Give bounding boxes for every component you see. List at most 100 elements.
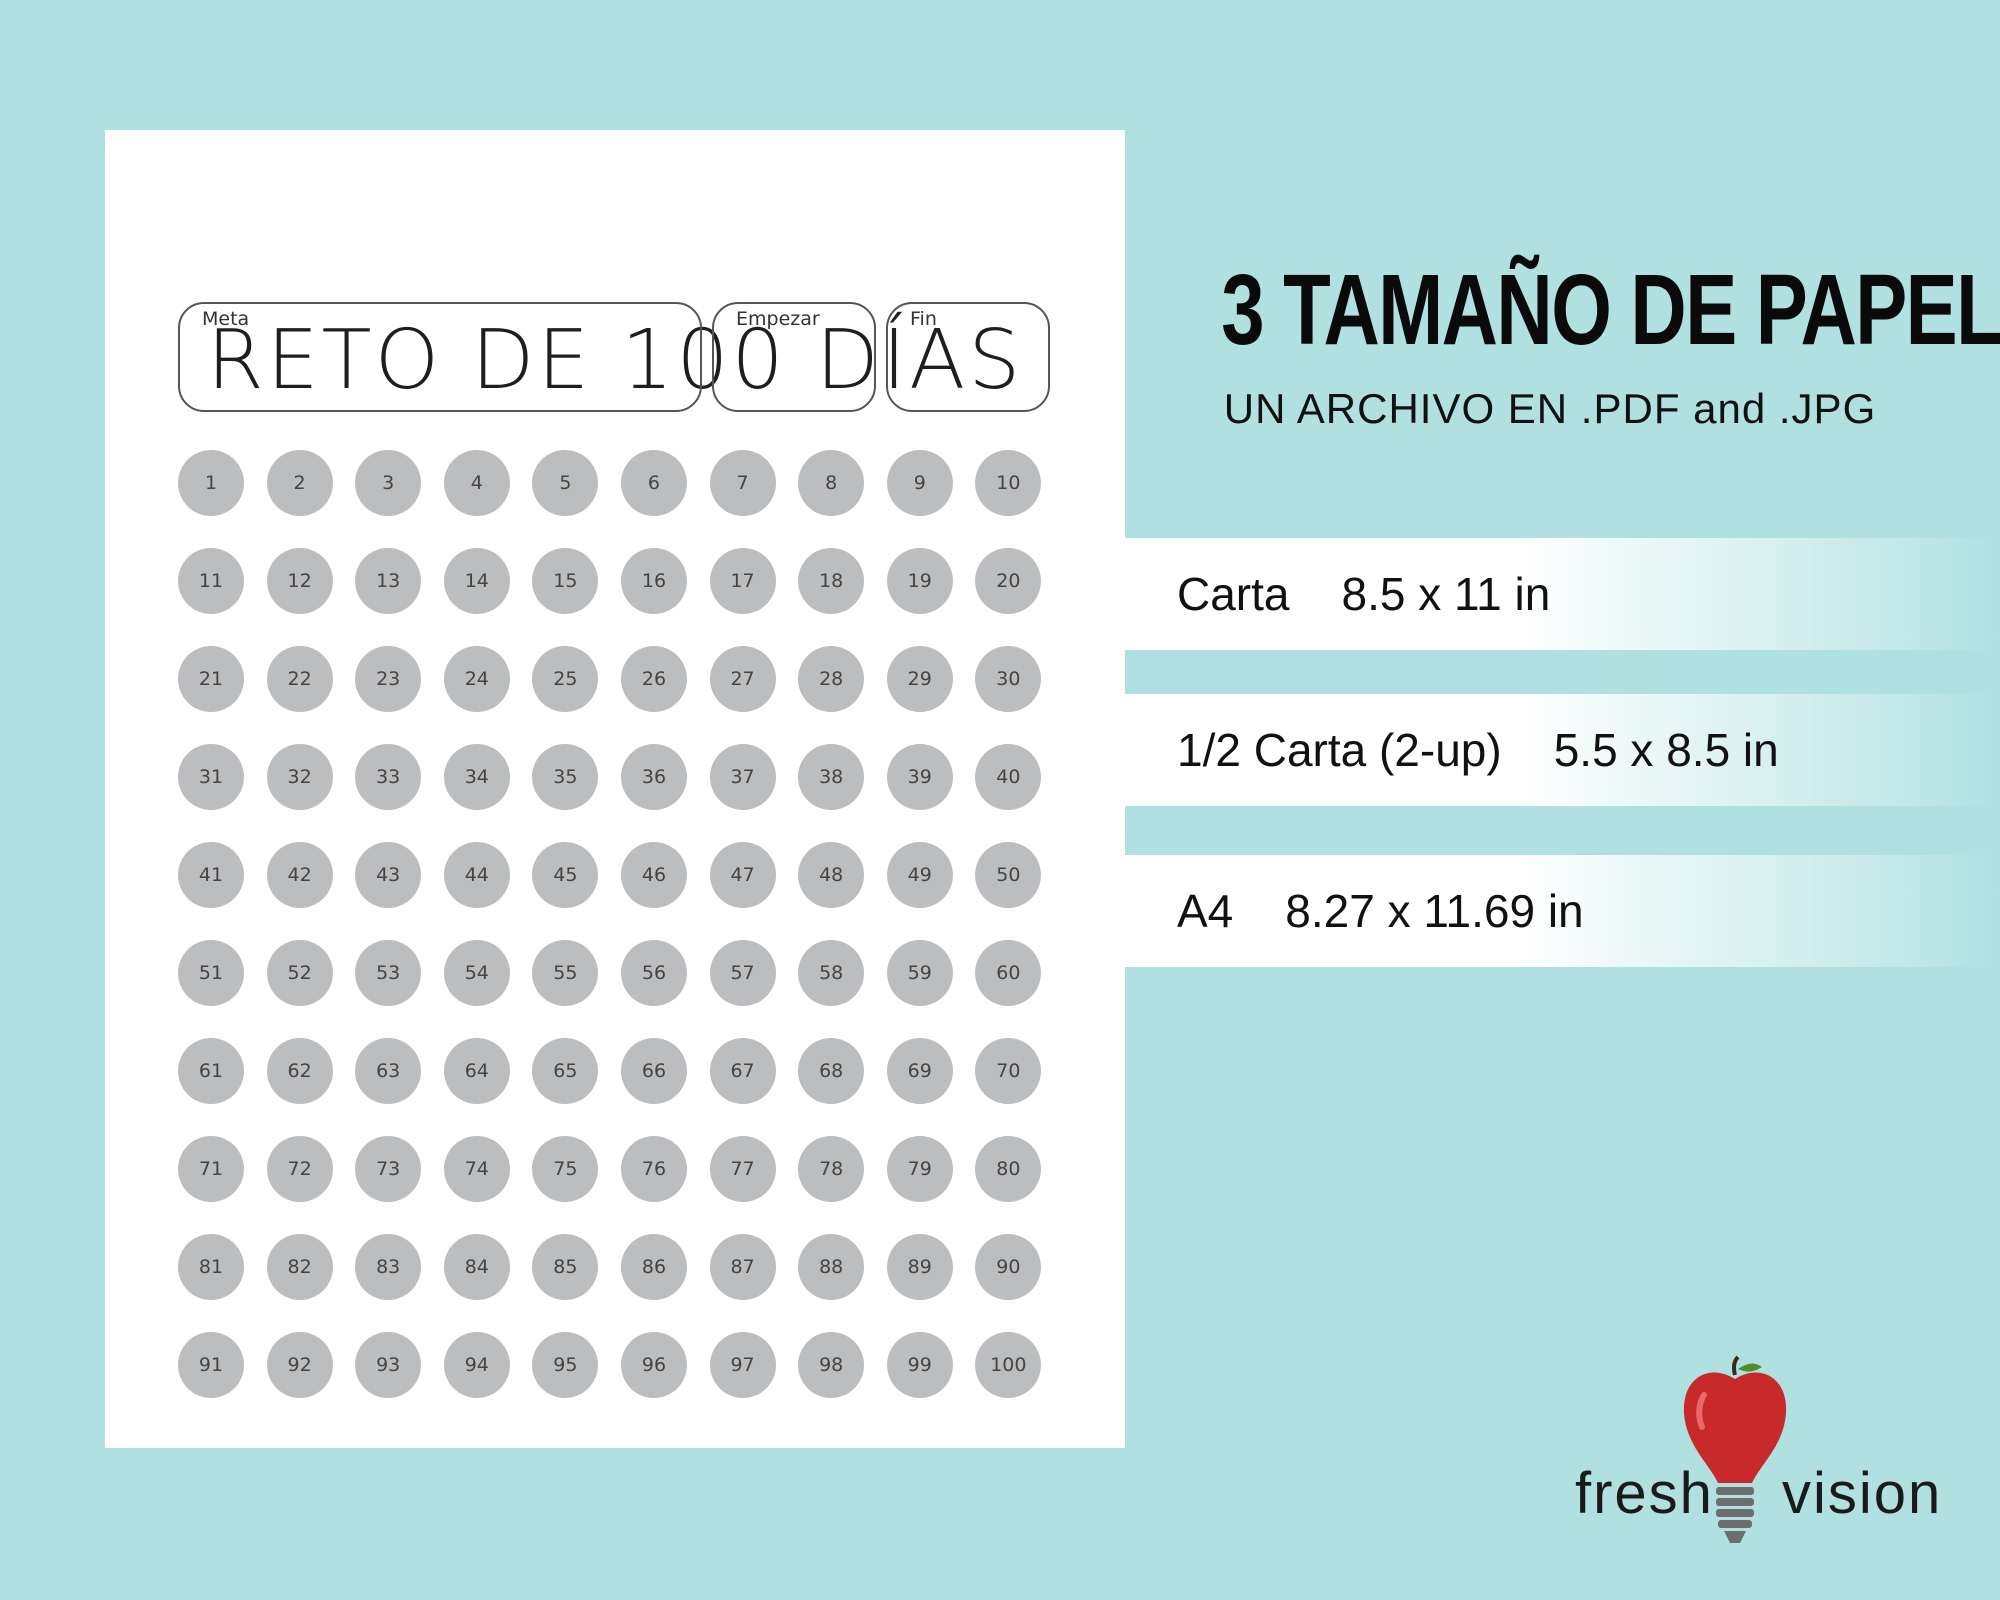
goal-field: Meta	[178, 302, 702, 412]
day-circle: 75	[532, 1136, 599, 1202]
day-circle: 60	[975, 940, 1042, 1006]
day-circle: 44	[443, 842, 510, 908]
day-circle: 91	[178, 1332, 244, 1398]
day-circle: 62	[266, 1038, 333, 1104]
day-circle: 12	[266, 548, 333, 614]
day-circle: 56	[620, 940, 687, 1006]
day-circle: 3	[355, 450, 422, 516]
day-circle: 26	[620, 646, 687, 712]
day-circle: 5	[532, 450, 599, 516]
size-name: 1/2 Carta (2-up)	[1177, 724, 1502, 776]
day-circle: 98	[798, 1332, 865, 1398]
end-field: Fin	[886, 302, 1050, 412]
headline: 3 TAMAÑO DE PAPEL	[1221, 254, 2000, 366]
day-circle: 61	[178, 1038, 244, 1104]
day-circle: 64	[443, 1038, 510, 1104]
day-circle: 95	[532, 1332, 599, 1398]
day-circle: 90	[975, 1234, 1042, 1300]
day-circle: 71	[178, 1136, 244, 1202]
day-circle: 51	[178, 940, 244, 1006]
day-circle: 24	[443, 646, 510, 712]
day-circle: 92	[266, 1332, 333, 1398]
day-circle: 10	[975, 450, 1042, 516]
day-circle: 37	[709, 744, 776, 810]
day-circle: 15	[532, 548, 599, 614]
day-circle: 76	[620, 1136, 687, 1202]
day-circle: 23	[355, 646, 422, 712]
size-band-a4: A4 8.27 x 11.69 in	[1125, 855, 2000, 967]
day-circle: 28	[798, 646, 865, 712]
day-circle: 29	[886, 646, 953, 712]
day-circle: 83	[355, 1234, 422, 1300]
size-dimensions: 5.5 x 8.5 in	[1553, 724, 1779, 776]
day-circle: 32	[266, 744, 333, 810]
day-circle: 16	[620, 548, 687, 614]
day-circle: 81	[178, 1234, 244, 1300]
day-circle: 52	[266, 940, 333, 1006]
day-circle: 54	[443, 940, 510, 1006]
day-circle: 74	[443, 1136, 510, 1202]
day-circle: 50	[975, 842, 1042, 908]
start-field: Empezar	[712, 302, 876, 412]
logo-text-left: fresh	[1575, 1461, 1714, 1526]
day-circle: 100	[975, 1332, 1042, 1398]
day-circle: 79	[886, 1136, 953, 1202]
day-circle: 72	[266, 1136, 333, 1202]
day-circle-grid: 1 2 3 4 5 6 7 8 9 10 11 12 13 14 15 16 17 18 19 20 21 22 23 24 2…	[178, 450, 1050, 1400]
day-circle: 11	[178, 548, 244, 614]
day-circle: 65	[532, 1038, 599, 1104]
day-circle: 4	[443, 450, 510, 516]
day-circle: 57	[709, 940, 776, 1006]
day-circle: 46	[620, 842, 687, 908]
day-circle: 40	[975, 744, 1042, 810]
day-circle: 21	[178, 646, 244, 712]
day-circle: 14	[443, 548, 510, 614]
apple-bulb-icon	[1683, 1355, 1787, 1543]
day-circle: 78	[798, 1136, 865, 1202]
day-circle: 17	[709, 548, 776, 614]
day-circle: 87	[709, 1234, 776, 1300]
day-circle: 33	[355, 744, 422, 810]
size-name: A4	[1177, 885, 1234, 937]
size-band-half-letter: 1/2 Carta (2-up) 5.5 x 8.5 in	[1125, 694, 2000, 806]
day-circle: 25	[532, 646, 599, 712]
fresh-vision-logo: fresh vision	[1570, 1355, 1950, 1555]
subline: UN ARCHIVO EN .PDF and .JPG	[1223, 385, 1877, 432]
day-circle: 94	[443, 1332, 510, 1398]
size-dimensions: 8.5 x 11 in	[1341, 568, 1551, 620]
day-circle: 20	[975, 548, 1042, 614]
day-circle: 6	[620, 450, 687, 516]
end-field-label: Fin	[910, 308, 937, 330]
day-circle: 35	[532, 744, 599, 810]
start-field-label: Empezar	[736, 308, 820, 330]
day-circle: 27	[709, 646, 776, 712]
day-circle: 18	[798, 548, 865, 614]
day-circle: 36	[620, 744, 687, 810]
sheet-title: RETO DE 100 DÍAS	[206, 313, 1024, 408]
day-circle: 8	[798, 450, 865, 516]
day-circle: 77	[709, 1136, 776, 1202]
day-circle: 88	[798, 1234, 865, 1300]
day-circle: 58	[798, 940, 865, 1006]
day-circle: 38	[798, 744, 865, 810]
day-circle: 1	[178, 450, 244, 516]
day-circle: 9	[886, 450, 953, 516]
day-circle: 86	[620, 1234, 687, 1300]
day-circle: 2	[266, 450, 333, 516]
day-circle: 70	[975, 1038, 1042, 1104]
day-circle: 34	[443, 744, 510, 810]
day-circle: 22	[266, 646, 333, 712]
day-circle: 97	[709, 1332, 776, 1398]
day-circle: 7	[709, 450, 776, 516]
day-circle: 30	[975, 646, 1042, 712]
day-circle: 89	[886, 1234, 953, 1300]
day-circle: 99	[886, 1332, 953, 1398]
day-circle: 49	[886, 842, 953, 908]
size-band-letter: Carta 8.5 x 11 in	[1125, 538, 2000, 650]
day-circle: 66	[620, 1038, 687, 1104]
day-circle: 45	[532, 842, 599, 908]
goal-field-label: Meta	[202, 308, 250, 330]
day-circle: 43	[355, 842, 422, 908]
day-circle: 19	[886, 548, 953, 614]
